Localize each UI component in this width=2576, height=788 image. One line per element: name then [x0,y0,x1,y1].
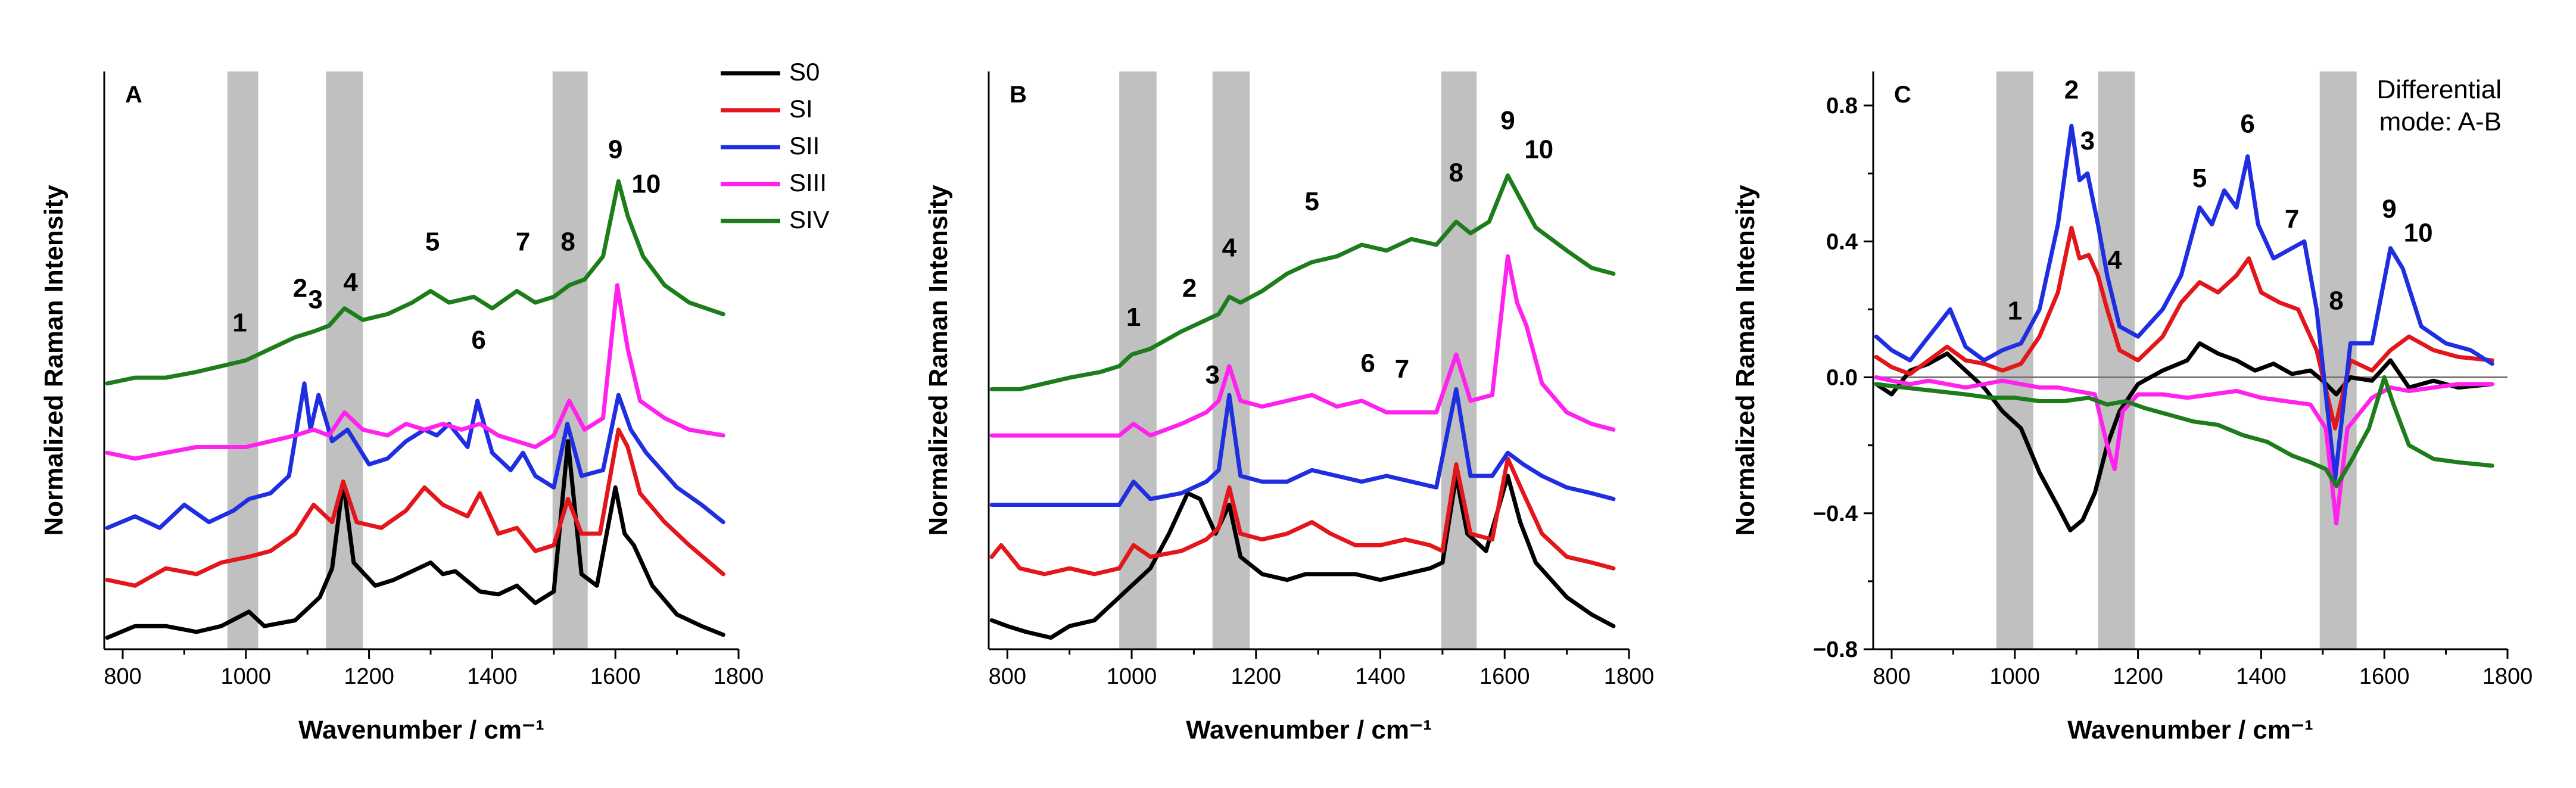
shaded-band [2098,71,2135,649]
panel-B: 800 1000 1200 1400 1600 1800 Wavenumber / cm⁻¹… [924,71,1654,745]
peak-label: 6 [2240,110,2254,139]
differential-note: mode: A-B [2379,107,2502,136]
panel-C: 800 1000 1200 1400 1600 1800 −0.8 −0.4 0.0 0.4 0.8… [1731,71,2533,745]
peak-label: 7 [2285,204,2299,233]
series-line-SIII [1874,375,2494,526]
peak-label: 4 [1222,233,1237,262]
peak-label: 5 [425,228,440,257]
peak-label: 3 [308,285,322,314]
peak-label: 7 [1395,354,1409,384]
x-tick-label: 800 [104,664,141,689]
peak-label: 1 [1126,303,1141,332]
series-line-S0 [105,439,725,640]
x-tick-label: 1400 [467,664,518,689]
peak-label: 1 [232,309,247,338]
y-axis-label: Normalized Raman Intensity [39,185,68,536]
peak-label: 4 [343,268,358,297]
legend-label: SIV [789,205,830,233]
peak-label: 9 [1500,106,1515,135]
peak-label: 2 [1182,273,1197,303]
panel-label: A [125,82,142,108]
series-line-SIII [105,283,725,461]
series-line-SI [105,427,725,588]
panel-A: 800 1000 1200 1400 1600 1800 Wavenumber / cm⁻¹… [39,71,764,745]
series-line-SII [989,387,1616,507]
peak-label: 8 [560,228,575,257]
peak-label: 5 [1304,187,1319,216]
peak-label: 10 [631,170,661,199]
legend-label: SII [789,132,820,160]
series-line-SI [1874,226,2494,431]
x-tick-label: 1200 [344,664,394,689]
panel-label: B [1010,82,1027,108]
series-line-SIV [105,179,725,386]
x-tick-label: 1600 [1479,664,1530,689]
x-tick-label: 1400 [1355,664,1406,689]
x-tick-label: 1200 [2113,664,2163,689]
series-line-SII [105,381,725,530]
peak-label: 8 [2329,286,2343,315]
x-axis-label: Wavenumber / cm⁻¹ [298,715,544,745]
peak-label: 9 [2382,194,2396,223]
peak-label: 2 [293,273,307,303]
x-tick-label: 1000 [1990,664,2041,689]
x-tick-label: 1200 [1231,664,1282,689]
peak-label: 5 [2192,164,2207,193]
peak-label: 6 [1360,348,1375,378]
x-tick-label: 1600 [590,664,641,689]
x-tick-label: 800 [989,664,1026,689]
series-line-S0 [1874,341,2494,532]
x-tick-label: 1000 [221,664,272,689]
x-tick-label: 800 [1873,664,1910,689]
peak-label: 6 [471,326,485,355]
series-line-SIV [989,173,1616,391]
peak-label: 2 [2064,76,2079,105]
peak-label: 1 [2008,297,2022,326]
differential-note: Differential [2376,75,2502,104]
series-line-SIII [989,254,1616,438]
y-tick-label: 0.8 [1826,94,1858,119]
legend: S0 SI SII SIII SIV [721,58,830,233]
panel-label: C [1894,82,1911,108]
x-tick-label: 1000 [1107,664,1157,689]
shaded-band [1996,71,2033,649]
peak-label: 3 [1205,360,1219,390]
y-tick-label: −0.8 [1813,637,1858,662]
peak-label: 10 [2404,218,2433,247]
y-axis-label: Normalized Raman Intensity [924,185,953,536]
x-axis-label: Wavenumber / cm⁻¹ [2067,715,2313,745]
series-line-S0 [989,474,1616,640]
peak-label: 8 [1449,158,1463,187]
peak-label: 4 [2107,245,2122,275]
legend-label: S0 [789,58,820,86]
y-tick-label: −0.4 [1813,502,1858,527]
legend-label: SI [789,95,813,123]
x-axis-label: Wavenumber / cm⁻¹ [1186,715,1432,745]
series-line-SIV [1874,375,2494,488]
peak-label: 10 [1524,135,1553,164]
series-line-SII [1874,123,2494,482]
x-tick-label: 1400 [2236,664,2287,689]
peak-label: 7 [516,228,530,257]
x-tick-label: 1600 [2359,664,2410,689]
peak-label: 9 [608,135,622,164]
x-tick-label: 1800 [714,664,764,689]
peak-label: 3 [2080,126,2095,155]
legend-label: SIII [789,169,827,197]
y-axis-label: Normalized Raman Intensity [1731,185,1760,536]
x-tick-label: 1800 [1604,664,1655,689]
x-tick-label: 1800 [2482,664,2533,689]
y-tick-label: 0.0 [1826,366,1858,391]
shaded-band [1212,71,1250,649]
y-tick-label: 0.4 [1826,229,1858,254]
series-line-SI [989,456,1616,577]
